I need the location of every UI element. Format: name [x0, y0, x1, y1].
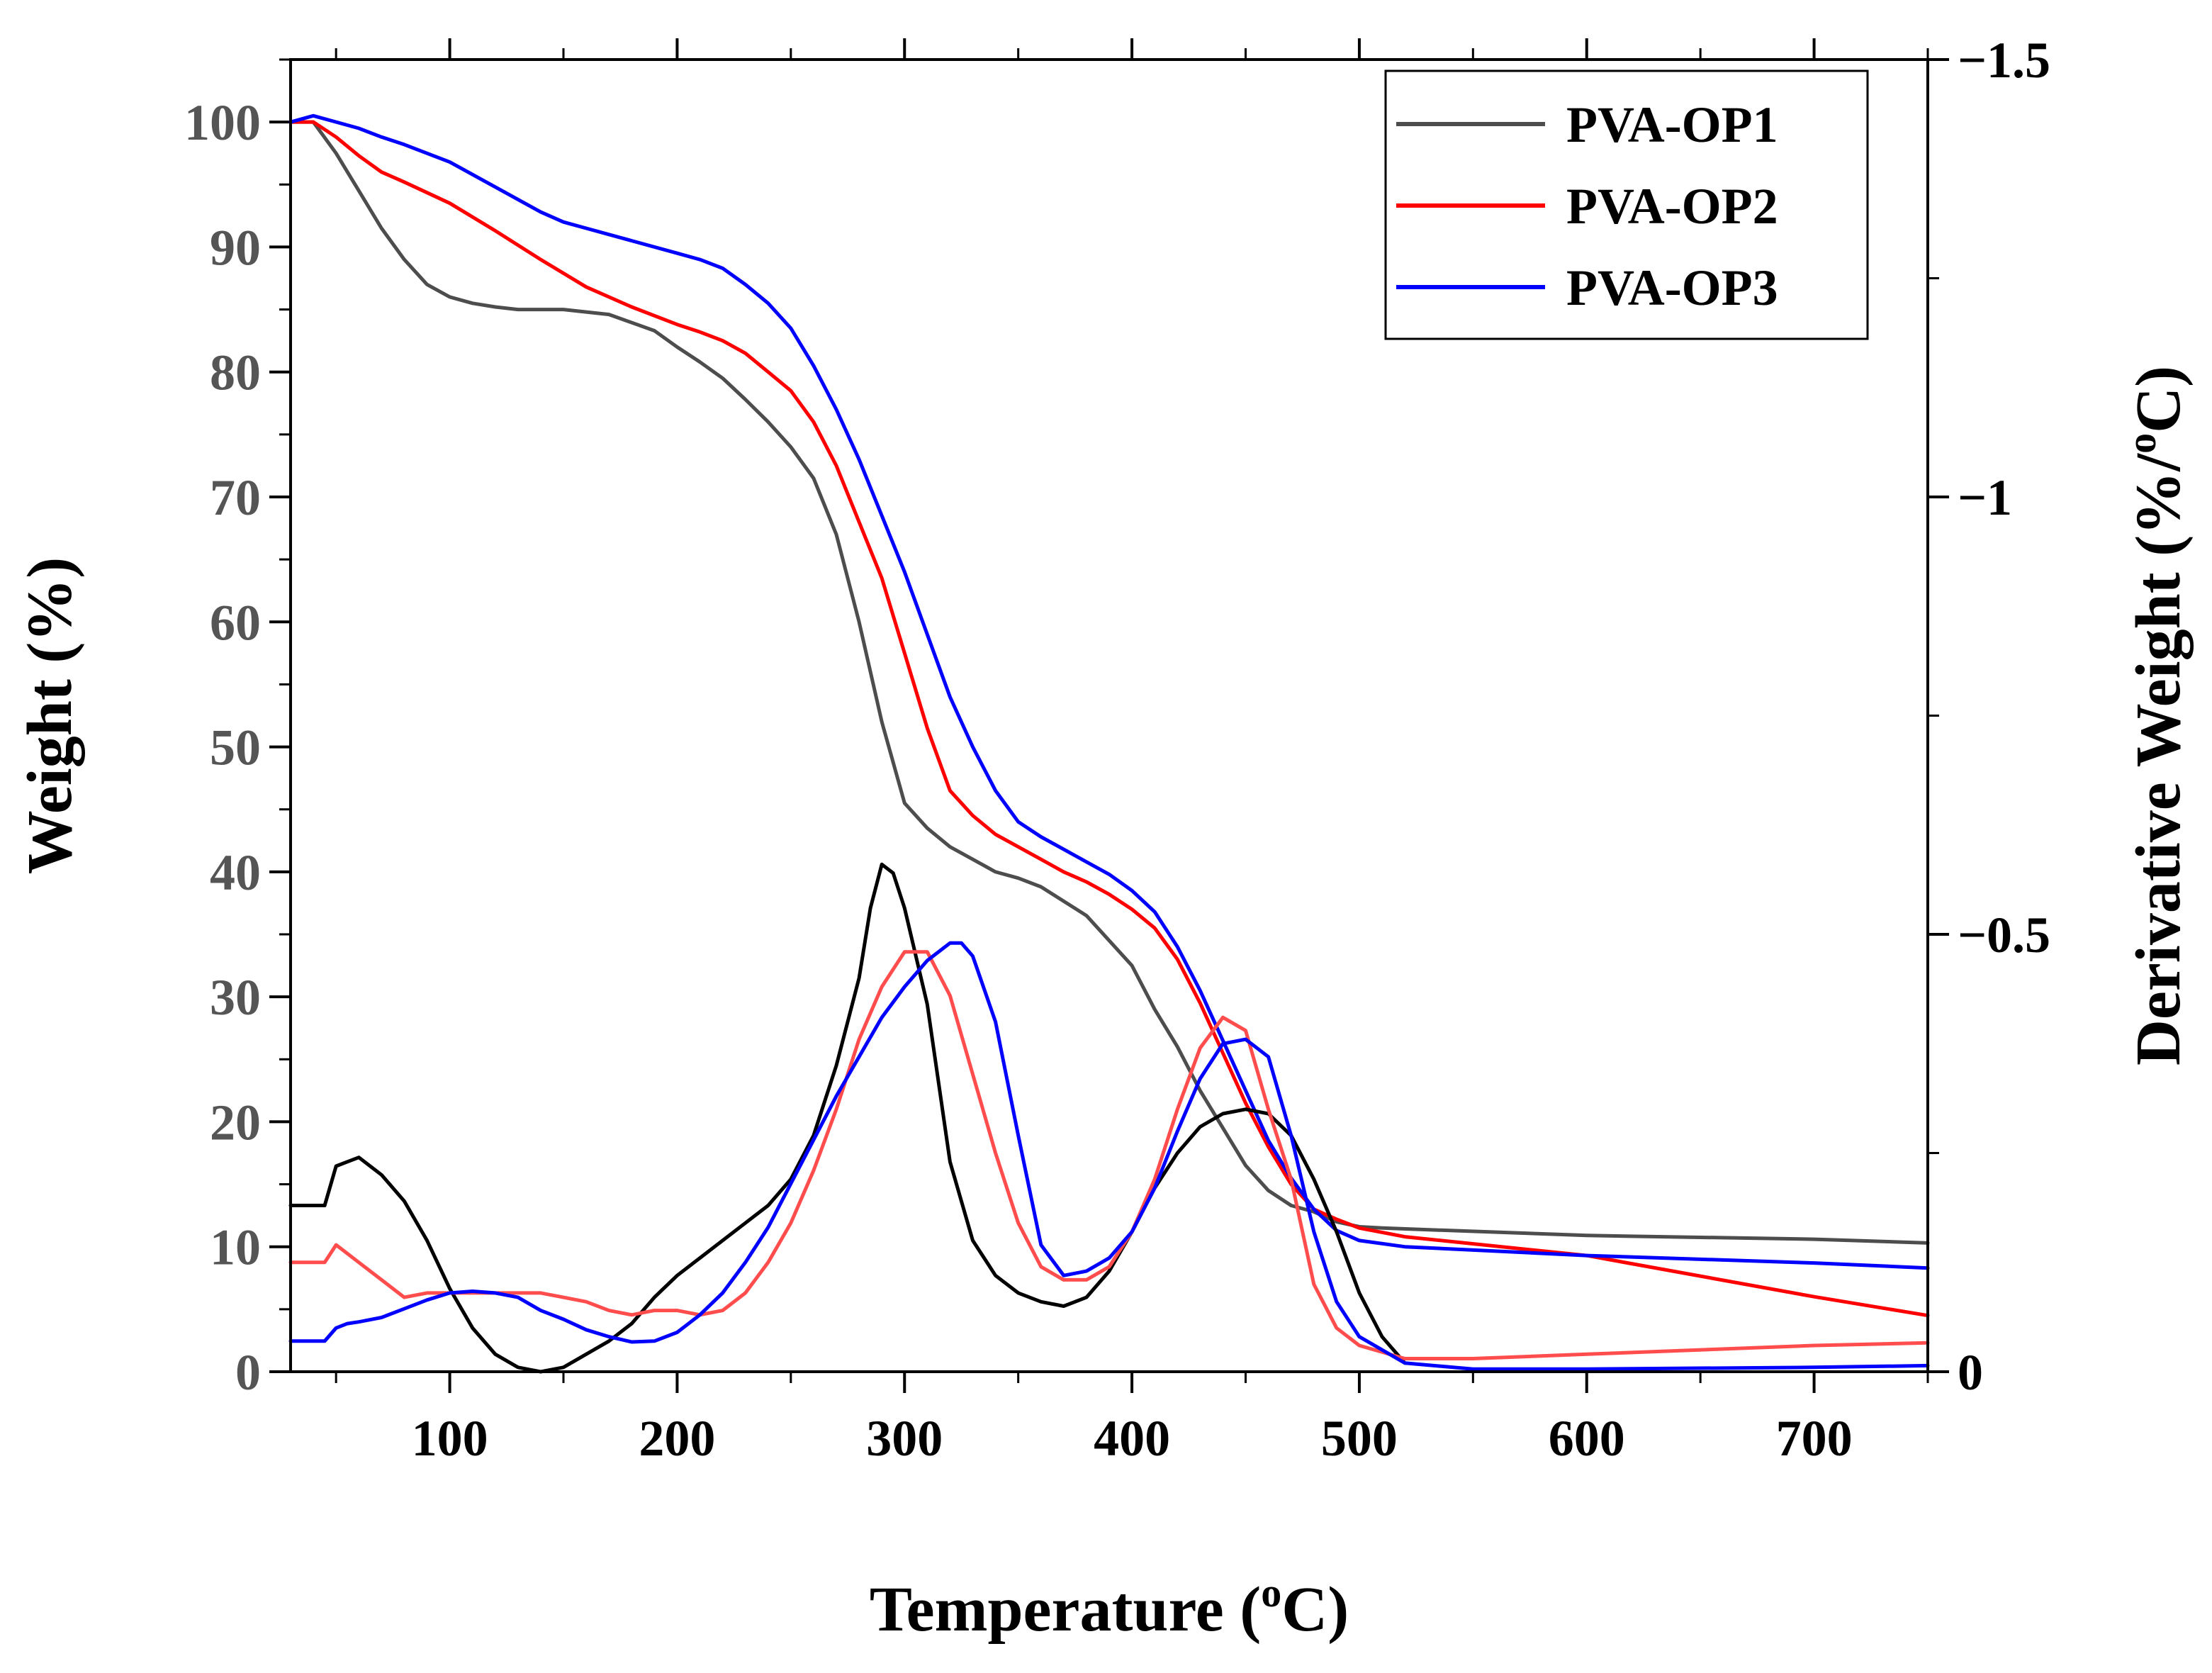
x-tick-label: 700 [1776, 1410, 1853, 1467]
y-tick-label: 50 [210, 720, 261, 776]
series-line-pva-op3 [288, 113, 1930, 1270]
series-line-pva-op1 [288, 120, 1930, 1245]
y-tick-label: 80 [210, 345, 261, 401]
legend: PVA-OP1 PVA-OP2 PVA-OP3 [1384, 69, 1869, 340]
y-tick-label: 60 [210, 594, 261, 651]
tick-labels: 100 200 300 400 500 600 700 0 10 20 30 40 50 60 70 80 90… [184, 32, 2050, 1467]
y-tick-label: 20 [210, 1094, 261, 1151]
x-axis-title-sup: o [1261, 1570, 1281, 1616]
right-axis-title-end: C) [2123, 366, 2194, 433]
x-tick-label: 400 [1094, 1410, 1170, 1467]
y-tick-label: 30 [210, 969, 261, 1026]
legend-label-pva-op3: PVA-OP3 [1566, 259, 1778, 316]
legend-label-pva-op1: PVA-OP1 [1566, 96, 1778, 153]
series-line-pva-op1-derivative [288, 862, 1407, 1374]
y-tick-label: 100 [184, 94, 261, 151]
right-axis-title-main: Derivative Weight (%/ [2123, 453, 2194, 1065]
series-line-pva-op2 [288, 120, 1930, 1318]
x-axis-title: Temperature (oC) [870, 1570, 1349, 1645]
series-lines [288, 113, 1930, 1374]
right-tick-label: −0.5 [1958, 907, 2050, 963]
x-tick-label: 100 [412, 1410, 488, 1467]
x-axis-title-end: C) [1281, 1574, 1349, 1645]
x-tick-label: 500 [1321, 1410, 1398, 1467]
legend-label-pva-op2: PVA-OP2 [1566, 178, 1778, 235]
tick-marks [269, 38, 1949, 1393]
right-axis-title-sup: o [2118, 433, 2165, 454]
plot-frame [289, 58, 1929, 1373]
y-tick-label: 90 [210, 219, 261, 276]
right-tick-label: −1.5 [1958, 32, 2050, 89]
x-tick-label: 600 [1549, 1410, 1625, 1467]
y-tick-label: 40 [210, 844, 261, 901]
x-axis-title-main: Temperature ( [870, 1574, 1261, 1645]
series-line-pva-op3-derivative [288, 941, 1930, 1371]
x-tick-label: 300 [866, 1410, 943, 1467]
y-tick-label: 10 [210, 1219, 261, 1276]
y-tick-label: 70 [210, 469, 261, 526]
right-axis-title: Derivative Weight (%/oC) [2118, 366, 2194, 1065]
right-tick-label: −1 [1958, 469, 2012, 526]
right-tick-label: 0 [1958, 1344, 1983, 1401]
x-tick-label: 200 [639, 1410, 715, 1467]
y-tick-label: 0 [235, 1344, 261, 1401]
y-axis-title: Weight (%) [15, 557, 85, 874]
